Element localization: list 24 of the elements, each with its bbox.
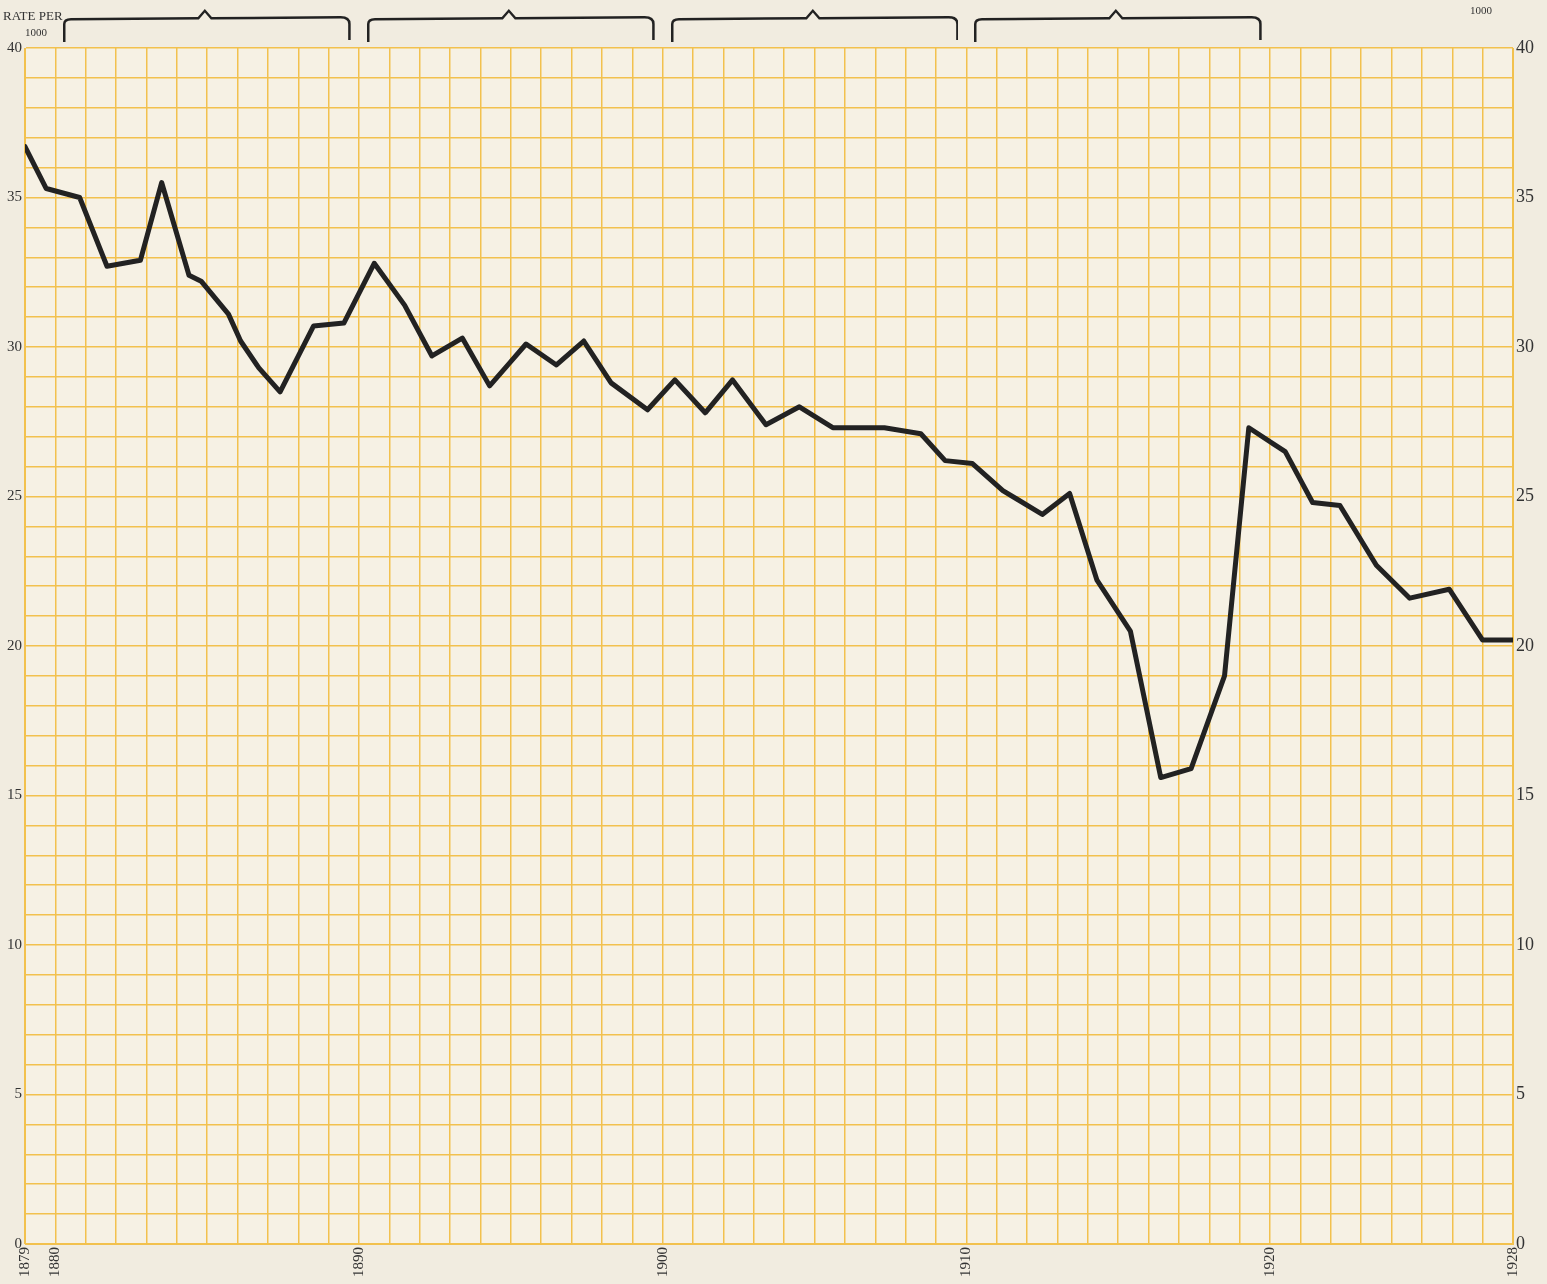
x-tick-label: 1910 bbox=[957, 1247, 974, 1277]
x-tick-label: 1879 bbox=[15, 1247, 32, 1277]
y-tick-label: 30 bbox=[7, 337, 22, 354]
x-tick-label: 1890 bbox=[349, 1247, 366, 1277]
x-tick-label: 1920 bbox=[1261, 1247, 1277, 1277]
y2-axis-title: 1000 bbox=[1470, 4, 1493, 16]
x-tick-label: 1900 bbox=[653, 1247, 670, 1277]
y-axis-title: RATE PER 1000 bbox=[3, 8, 63, 38]
x-tick-label: 1880 bbox=[46, 1247, 63, 1277]
y-tick-label: 20 bbox=[7, 636, 22, 653]
y-tick-label: 25 bbox=[7, 487, 22, 504]
y2-tick-label: 40 bbox=[1516, 36, 1534, 57]
y-tick-label: 35 bbox=[7, 188, 22, 205]
y-tick-label: 10 bbox=[7, 935, 22, 952]
y-tick-label: 5 bbox=[14, 1085, 22, 1102]
y2-tick-label: 20 bbox=[1516, 634, 1534, 655]
y2-tick-label: 10 bbox=[1516, 933, 1534, 954]
y2-tick-label: 35 bbox=[1516, 186, 1534, 207]
y-tick-label: 15 bbox=[7, 786, 22, 803]
y2-tick-label: 25 bbox=[1516, 485, 1534, 506]
y2-tick-label: 5 bbox=[1516, 1083, 1525, 1104]
y-tick-label: 40 bbox=[7, 38, 22, 55]
y2-tick-label: 15 bbox=[1516, 784, 1534, 805]
y2-tick-label: 30 bbox=[1516, 335, 1534, 356]
